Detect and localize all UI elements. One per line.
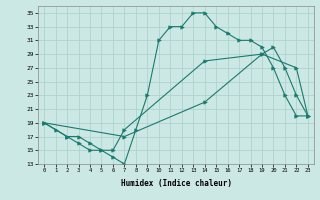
X-axis label: Humidex (Indice chaleur): Humidex (Indice chaleur) xyxy=(121,179,231,188)
